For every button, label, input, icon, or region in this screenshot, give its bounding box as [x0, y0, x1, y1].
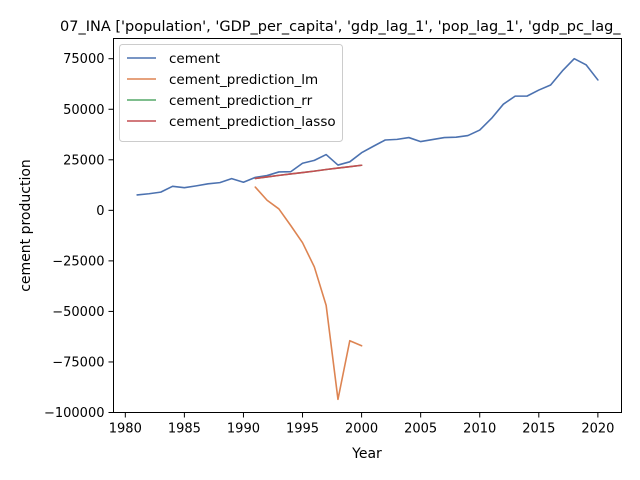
series-line-cement-prediction-lm	[254, 186, 363, 401]
y-tick-label: −50000	[52, 305, 104, 320]
x-tick-label: 2010	[463, 422, 496, 437]
x-tick-label: 2005	[404, 422, 437, 437]
legend-label: cement_prediction_rr	[169, 93, 313, 109]
series-layer	[136, 57, 599, 401]
series-line-cement-prediction-lasso	[254, 164, 363, 180]
y-tick-label: 0	[96, 204, 104, 219]
legend-box	[119, 44, 343, 142]
y-tick-label: 50000	[63, 103, 104, 118]
legend-label: cement_prediction_lasso	[169, 114, 336, 130]
x-tick-label: 1990	[227, 422, 260, 437]
y-axis-label: cement production	[18, 159, 34, 292]
legend: cement cement_prediction_lm cement_predict…	[119, 44, 343, 142]
x-axis-label: Year	[351, 446, 382, 462]
legend-label: cement	[169, 51, 220, 67]
plot-area	[113, 38, 622, 413]
y-tick-label: 75000	[63, 52, 104, 67]
series-line-cement	[136, 57, 599, 196]
x-axis-ticks: 1980 1985 1990 1995 2000 2005 2010 2015 2020	[109, 412, 614, 437]
legend-items: cement cement_prediction_lm cement_predict…	[127, 51, 336, 130]
y-tick-label: −25000	[52, 254, 104, 269]
y-axis-ticks: −100000 −75000 −50000 −25000 0 25000 50000 7500…	[44, 52, 114, 421]
y-tick-label: −75000	[52, 355, 104, 370]
x-tick-label: 2000	[345, 422, 378, 437]
axes-frame	[113, 38, 622, 413]
x-tick-label: 1980	[109, 422, 142, 437]
y-tick-label: −100000	[44, 406, 105, 421]
x-tick-label: 2020	[581, 422, 614, 437]
x-tick-label: 1985	[168, 422, 201, 437]
legend-label: cement_prediction_lm	[169, 72, 318, 88]
x-tick-label: 1995	[286, 422, 319, 437]
chart-title: 07_INA ['population', 'GDP_per_capita', …	[60, 19, 621, 35]
x-tick-label: 2015	[522, 422, 555, 437]
y-tick-label: 25000	[63, 153, 104, 168]
